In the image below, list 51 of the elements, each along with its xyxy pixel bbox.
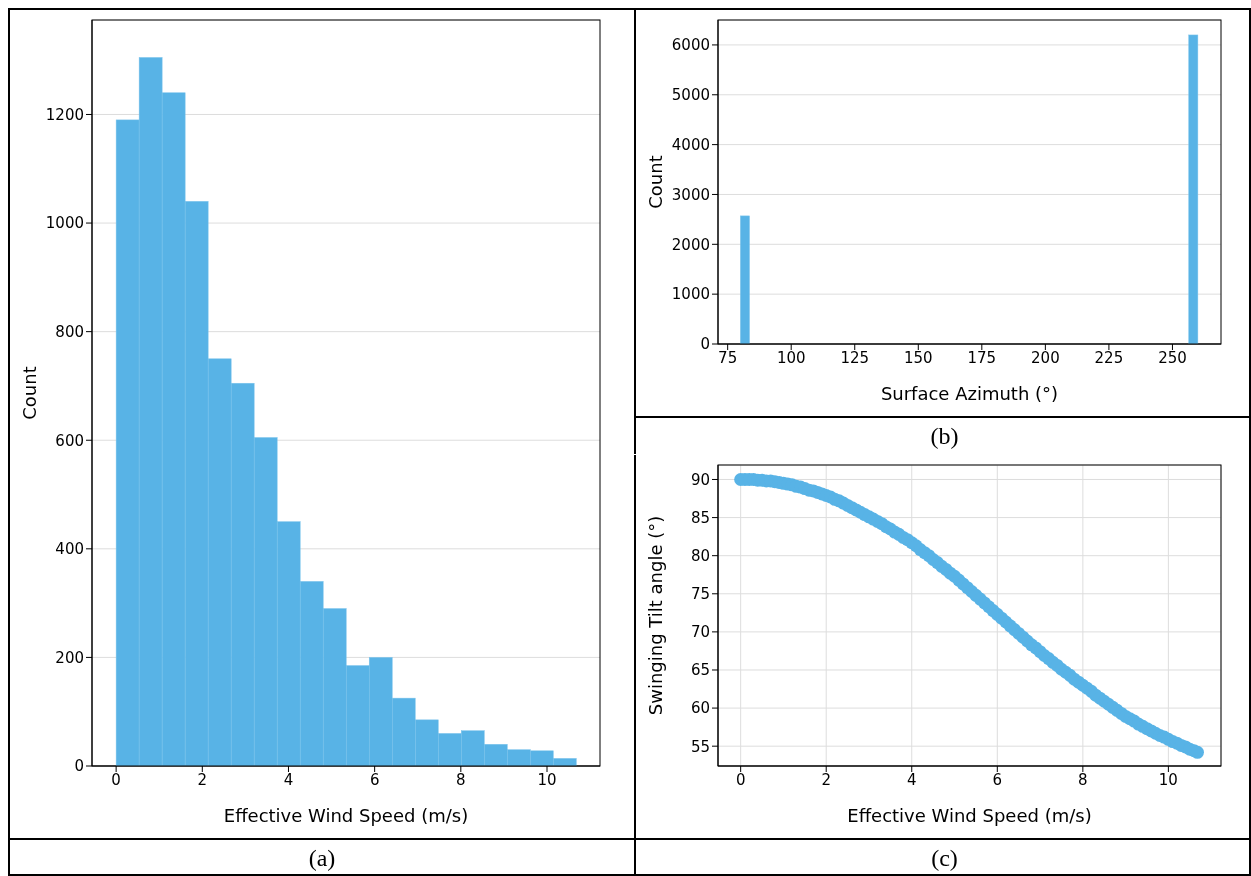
x-tick-label: 0 [111, 770, 121, 789]
x-tick-label: 225 [1094, 348, 1124, 367]
y-tick-label: 75 [690, 585, 710, 604]
y-tick-label: 200 [55, 648, 84, 667]
y-tick-label: 0 [74, 757, 84, 776]
x-tick-label: 0 [735, 770, 746, 789]
text: (a) [308, 845, 336, 871]
x-tick-label: 4 [283, 770, 294, 789]
x-tick-label: 250 [1158, 348, 1187, 367]
y-axis-title: Count [19, 366, 41, 420]
y-tick-label: 5000 [671, 86, 710, 105]
y-tick-label: 80 [690, 547, 710, 566]
y-tick-label: 3000 [671, 185, 710, 204]
y-tick-label: 85 [690, 508, 710, 527]
x-tick-label: 175 [967, 348, 997, 367]
y-tick-label: 90 [690, 470, 710, 489]
x-tick-label: 6 [369, 770, 380, 789]
x-axis-title: Effective Wind Speed (m/s) [223, 805, 469, 826]
y-tick-label: 1000 [45, 214, 84, 233]
text: (b) [930, 423, 959, 449]
x-tick-label: 150 [903, 348, 933, 367]
x-tick-label: 125 [840, 348, 870, 367]
y-tick-label: 55 [690, 737, 710, 756]
y-tick-label: 600 [55, 431, 84, 450]
x-tick-label: 75 [718, 348, 738, 367]
y-tick-label: 400 [55, 540, 84, 559]
y-tick-label: 0 [700, 335, 710, 354]
y-axis-title: Swinging Tilt angle (°) [645, 515, 667, 716]
y-tick-label: 70 [690, 623, 710, 642]
x-tick-label: 100 [776, 348, 806, 367]
x-tick-label: 2 [197, 770, 208, 789]
x-axis-title: Effective Wind Speed (m/s) [847, 805, 1092, 826]
x-tick-label: 10 [1158, 770, 1178, 789]
y-tick-label: 4000 [671, 135, 710, 154]
y-tick-label: 60 [690, 699, 710, 718]
x-tick-label: 8 [456, 770, 466, 789]
x-tick-label: 8 [1078, 770, 1088, 789]
y-tick-label: 800 [55, 322, 84, 341]
x-tick-label: 6 [992, 770, 1003, 789]
x-tick-label: 2 [821, 770, 831, 789]
y-tick-label: 1200 [45, 105, 84, 124]
y-tick-label: 6000 [671, 36, 710, 55]
x-tick-label: 200 [1031, 348, 1060, 367]
x-axis-title: Surface Azimuth (°) [880, 383, 1059, 404]
x-tick-label: 4 [906, 770, 917, 789]
y-tick-label: 1000 [671, 285, 710, 304]
y-axis-title: Count [645, 155, 667, 209]
text: (c) [931, 845, 958, 871]
y-tick-label: 2000 [671, 235, 710, 254]
x-tick-label: 10 [537, 770, 557, 789]
y-tick-label: 65 [690, 661, 710, 680]
